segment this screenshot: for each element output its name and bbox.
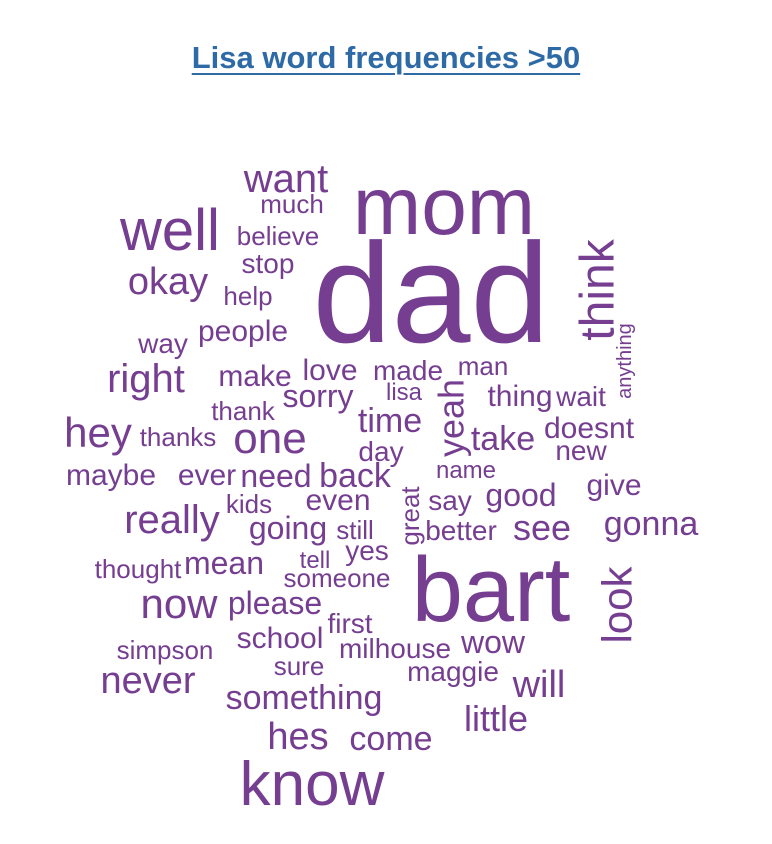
word-maybe: maybe bbox=[66, 459, 156, 492]
word-right: right bbox=[107, 357, 185, 401]
word-still: still bbox=[336, 515, 374, 545]
word-dad: dad bbox=[313, 214, 550, 373]
word-anything: anything bbox=[614, 323, 636, 399]
word-wow: wow bbox=[460, 624, 526, 660]
word-yeah: yeah bbox=[431, 379, 472, 457]
word-better: better bbox=[425, 515, 497, 546]
word-think: think bbox=[572, 238, 625, 340]
word-lisa: lisa bbox=[386, 379, 423, 406]
word-thing: thing bbox=[487, 380, 552, 413]
word-good: good bbox=[485, 477, 556, 513]
word-okay: okay bbox=[128, 261, 208, 303]
word-school: school bbox=[237, 622, 324, 655]
word-well: well bbox=[119, 198, 220, 263]
word-never: never bbox=[100, 660, 195, 702]
word-say: say bbox=[428, 485, 472, 516]
word-thanks: thanks bbox=[140, 422, 217, 452]
word-gonna: gonna bbox=[604, 505, 699, 543]
word-come: come bbox=[349, 720, 432, 758]
word-look: look bbox=[594, 565, 641, 643]
word-really: really bbox=[124, 498, 220, 542]
word-wait: wait bbox=[555, 381, 606, 412]
word-doesnt: doesnt bbox=[544, 412, 635, 445]
word-much: much bbox=[260, 189, 324, 219]
word-please: please bbox=[228, 585, 322, 621]
word-take: take bbox=[471, 420, 535, 458]
word-hes: hes bbox=[267, 716, 328, 758]
word-time: time bbox=[358, 402, 422, 440]
word-now: now bbox=[140, 580, 218, 627]
word-great: great bbox=[395, 486, 425, 546]
word-back: back bbox=[319, 457, 392, 495]
word-new: new bbox=[555, 435, 607, 466]
word-man: man bbox=[458, 351, 509, 381]
word-milhouse: milhouse bbox=[339, 633, 451, 664]
word-want: want bbox=[243, 157, 329, 201]
word-thank: thank bbox=[211, 396, 276, 426]
word-one: one bbox=[233, 414, 306, 463]
word-tell: tell bbox=[300, 547, 331, 574]
word-simpson: simpson bbox=[117, 635, 214, 665]
word-thought: thought bbox=[95, 554, 183, 584]
word-ever: ever bbox=[178, 459, 236, 492]
word-made: made bbox=[373, 355, 443, 386]
word-believe: believe bbox=[237, 221, 319, 251]
word-hey: hey bbox=[64, 409, 132, 456]
word-kids: kids bbox=[226, 489, 272, 519]
chart-title[interactable]: Lisa word frequencies >50 bbox=[191, 40, 581, 75]
word-even: even bbox=[305, 484, 370, 517]
word-maggie: maggie bbox=[407, 656, 499, 687]
word-mom: mom bbox=[353, 161, 535, 252]
word-first: first bbox=[327, 608, 372, 639]
word-people: people bbox=[198, 315, 288, 348]
word-name: name bbox=[436, 457, 496, 484]
word-sure: sure bbox=[274, 651, 325, 681]
word-something: something bbox=[226, 679, 383, 717]
word-stop: stop bbox=[242, 248, 295, 279]
word-will: will bbox=[512, 664, 566, 706]
word-see: see bbox=[513, 507, 571, 548]
word-yes: yes bbox=[345, 535, 389, 566]
word-need: need bbox=[240, 458, 311, 494]
word-love: love bbox=[302, 354, 357, 387]
word-someone: someone bbox=[284, 563, 391, 593]
word-going: going bbox=[249, 510, 327, 546]
word-know: know bbox=[240, 750, 385, 819]
word-sorry: sorry bbox=[282, 378, 353, 414]
word-mean: mean bbox=[184, 545, 264, 581]
word-help: help bbox=[223, 281, 272, 311]
word-way: way bbox=[137, 328, 188, 359]
word-day: day bbox=[358, 436, 403, 467]
word-bart: bart bbox=[412, 539, 571, 641]
word-little: little bbox=[464, 698, 528, 739]
word-give: give bbox=[586, 469, 641, 502]
word-make: make bbox=[218, 360, 291, 393]
